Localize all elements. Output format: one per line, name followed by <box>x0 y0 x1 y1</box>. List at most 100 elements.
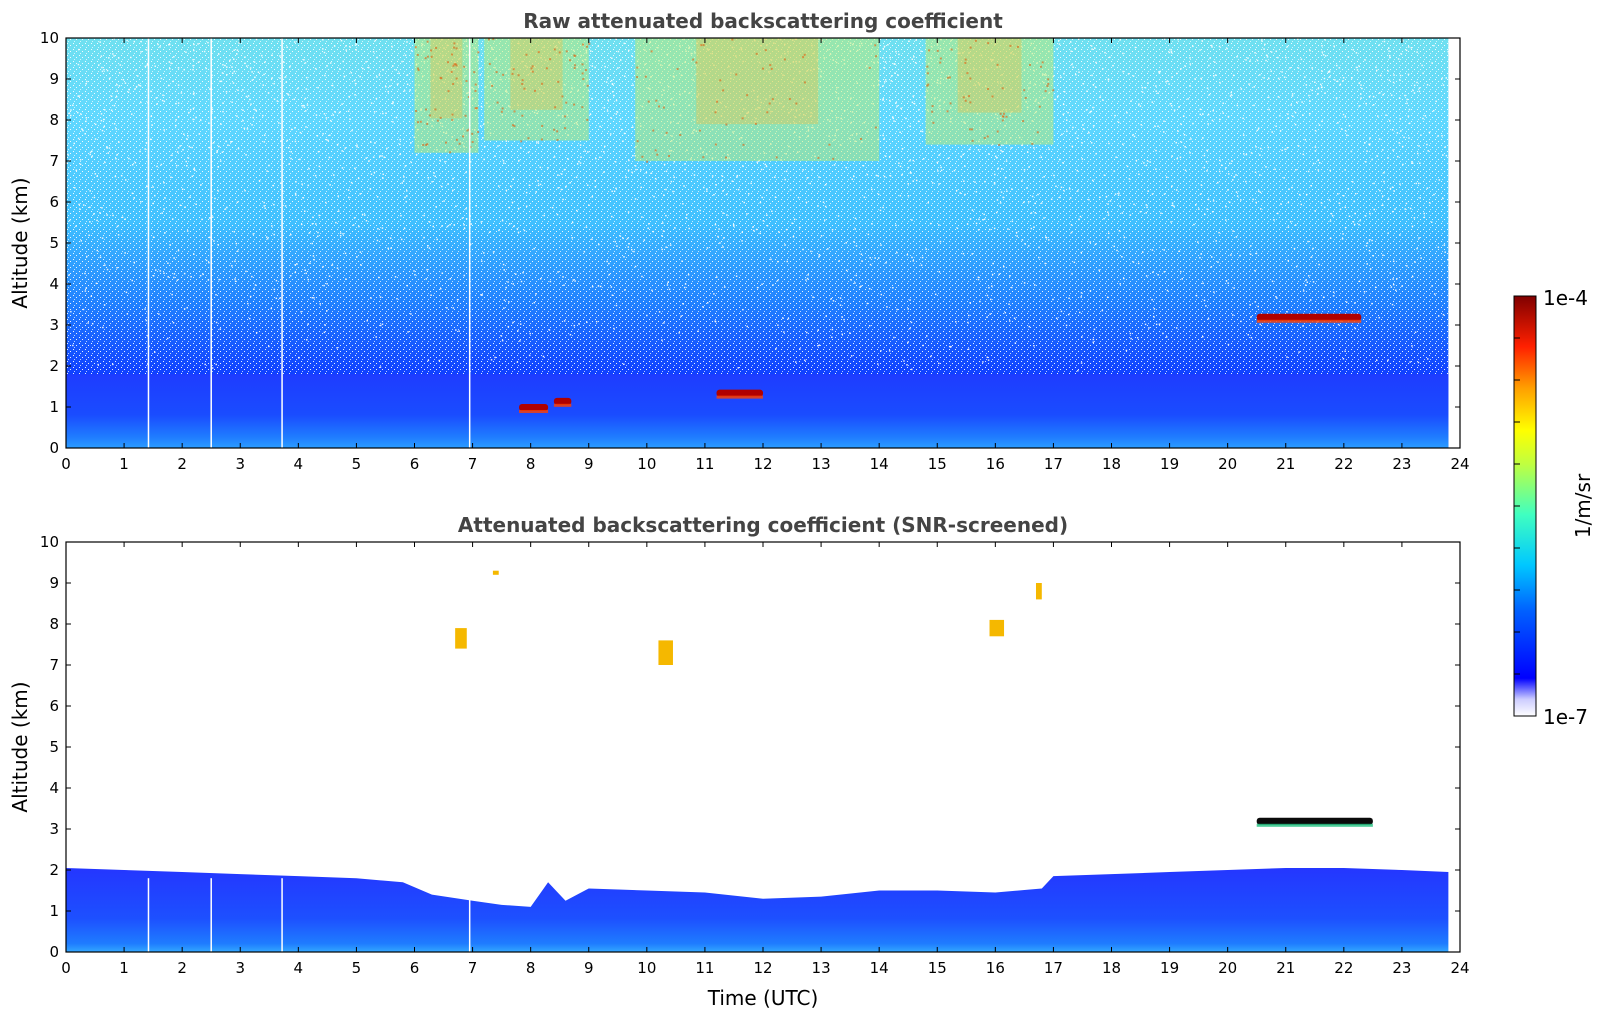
bottom-y-tick-label: 1 <box>49 902 59 920</box>
bottom-x-tick-label: 5 <box>352 959 362 977</box>
bottom-y-tick-label: 7 <box>49 656 59 674</box>
top-y-ticks: 0 1 2 3 4 5 6 7 8 9 10 <box>40 29 1460 457</box>
top-feature-water-cloud-6 <box>553 397 572 407</box>
bottom-x-tick-label: 6 <box>410 959 420 977</box>
top-y-tick-label: 10 <box>40 29 59 47</box>
top-y-tick-label: 0 <box>49 439 59 457</box>
top-x-tick-label: 6 <box>410 455 420 473</box>
bottom-y-ticks: 0 1 2 3 4 5 6 7 8 9 10 <box>40 533 1460 961</box>
colorbar-label: 1/m/sr <box>1571 473 1595 538</box>
top-panel: Raw attenuated backscattering coefficien… <box>8 9 1470 473</box>
top-x-tick-label: 24 <box>1450 455 1469 473</box>
top-noise-speckle <box>66 38 1449 375</box>
bottom-x-tick-label: 15 <box>928 959 947 977</box>
bottom-x-tick-label: 18 <box>1102 959 1121 977</box>
top-x-tick-label: 8 <box>526 455 536 473</box>
bottom-x-tick-label: 24 <box>1450 959 1469 977</box>
top-feature-ice-cloud-3 <box>635 38 880 163</box>
bottom-x-tick-label: 1 <box>119 959 129 977</box>
top-x-tick-label: 3 <box>235 455 245 473</box>
top-x-tick-label: 19 <box>1160 455 1179 473</box>
top-x-tick-label: 4 <box>294 455 304 473</box>
bottom-y-tick-label: 2 <box>49 861 59 879</box>
top-y-tick-label: 1 <box>49 398 59 416</box>
bottom-feature-cloud-fragment-2 <box>658 640 673 665</box>
bottom-x-tick-label: 3 <box>235 959 245 977</box>
bottom-feature-cloud-fragment-0 <box>455 628 467 649</box>
bottom-x-tick-label: 13 <box>812 959 831 977</box>
top-feature-water-cloud-8 <box>1256 313 1362 323</box>
bottom-boundary-layer <box>66 867 1449 952</box>
bottom-y-tick-label: 8 <box>49 615 59 633</box>
top-x-tick-label: 2 <box>177 455 187 473</box>
bottom-y-tick-label: 6 <box>49 697 59 715</box>
top-x-tick-label: 14 <box>870 455 889 473</box>
top-feature-ice-cloud-1 <box>414 38 480 154</box>
top-y-tick-label: 6 <box>49 193 59 211</box>
bottom-x-tick-label: 22 <box>1334 959 1353 977</box>
top-y-tick-label: 3 <box>49 316 59 334</box>
colorbar-max-label: 1e-4 <box>1543 286 1588 310</box>
top-y-tick-label: 2 <box>49 357 59 375</box>
bottom-panel: Attenuated backscattering coefficient (S… <box>8 513 1470 1010</box>
top-x-ticks: 0 1 2 3 4 5 6 7 8 9 10 11 12 13 14 15 16 17 18 19 20 21 22 23 24 <box>61 38 1470 473</box>
top-x-tick-label: 10 <box>637 455 656 473</box>
top-x-tick-label: 12 <box>753 455 772 473</box>
top-noise-specks <box>66 38 1450 372</box>
top-data-gaps <box>147 38 471 448</box>
bottom-panel-title: Attenuated backscattering coefficient (S… <box>458 513 1068 537</box>
bottom-x-axis-label: Time (UTC) <box>707 986 819 1010</box>
top-feature-boundary-layer-0 <box>66 374 1449 448</box>
bottom-x-tick-label: 19 <box>1160 959 1179 977</box>
top-x-tick-label: 18 <box>1102 455 1121 473</box>
bottom-data-gaps <box>147 878 471 952</box>
bottom-x-tick-label: 12 <box>753 959 772 977</box>
bottom-heatmap <box>66 570 1449 952</box>
bottom-y-tick-label: 9 <box>49 574 59 592</box>
bottom-y-tick-label: 3 <box>49 820 59 838</box>
bottom-x-tick-label: 14 <box>870 959 889 977</box>
colorbar-min-label: 1e-7 <box>1543 705 1588 729</box>
bottom-y-tick-label: 0 <box>49 943 59 961</box>
bottom-x-tick-label: 8 <box>526 959 536 977</box>
top-x-tick-label: 9 <box>584 455 594 473</box>
top-y-tick-label: 8 <box>49 111 59 129</box>
top-x-tick-label: 17 <box>1044 455 1063 473</box>
top-x-tick-label: 13 <box>812 455 831 473</box>
top-heatmap <box>66 38 1450 448</box>
bottom-x-tick-label: 10 <box>637 959 656 977</box>
top-x-tick-label: 21 <box>1276 455 1295 473</box>
colorbar: 1e-4 1e-7 1/m/sr <box>1513 286 1595 729</box>
bottom-feature-cloud-fragment-1 <box>492 570 499 575</box>
top-x-tick-label: 22 <box>1334 455 1353 473</box>
bottom-x-tick-label: 4 <box>294 959 304 977</box>
top-x-tick-label: 16 <box>986 455 1005 473</box>
bottom-x-tick-label: 20 <box>1218 959 1237 977</box>
top-x-tick-label: 1 <box>119 455 129 473</box>
top-y-axis-label: Altitude (km) <box>8 177 32 308</box>
bottom-feature-cloud-fragment-3 <box>989 619 1005 637</box>
top-x-tick-label: 23 <box>1392 455 1411 473</box>
top-y-tick-label: 5 <box>49 234 59 252</box>
bottom-x-tick-label: 7 <box>468 959 478 977</box>
bottom-x-tick-label: 21 <box>1276 959 1295 977</box>
top-feature-ice-cloud-2 <box>484 38 591 143</box>
bottom-feature-water-cloud-5 <box>1256 817 1373 827</box>
bottom-y-tick-label: 10 <box>40 533 59 551</box>
bottom-x-tick-label: 23 <box>1392 959 1411 977</box>
top-x-tick-label: 7 <box>468 455 478 473</box>
bottom-feature-cloud-fragment-4 <box>1035 583 1042 600</box>
bottom-x-ticks: 0 1 2 3 4 5 6 7 8 9 10 11 12 13 14 15 16 17 18 19 20 21 22 23 24 <box>61 542 1470 977</box>
bottom-x-tick-label: 11 <box>695 959 714 977</box>
top-x-tick-label: 11 <box>695 455 714 473</box>
top-x-tick-label: 5 <box>352 455 362 473</box>
top-panel-title: Raw attenuated backscattering coefficien… <box>523 9 1003 33</box>
top-feature-water-cloud-7 <box>716 389 763 399</box>
bottom-y-axis-label: Altitude (km) <box>8 681 32 812</box>
top-y-tick-label: 9 <box>49 70 59 88</box>
top-feature-water-cloud-5 <box>519 404 549 413</box>
top-y-tick-label: 4 <box>49 275 59 293</box>
bottom-x-tick-label: 2 <box>177 959 187 977</box>
top-y-tick-label: 7 <box>49 152 59 170</box>
